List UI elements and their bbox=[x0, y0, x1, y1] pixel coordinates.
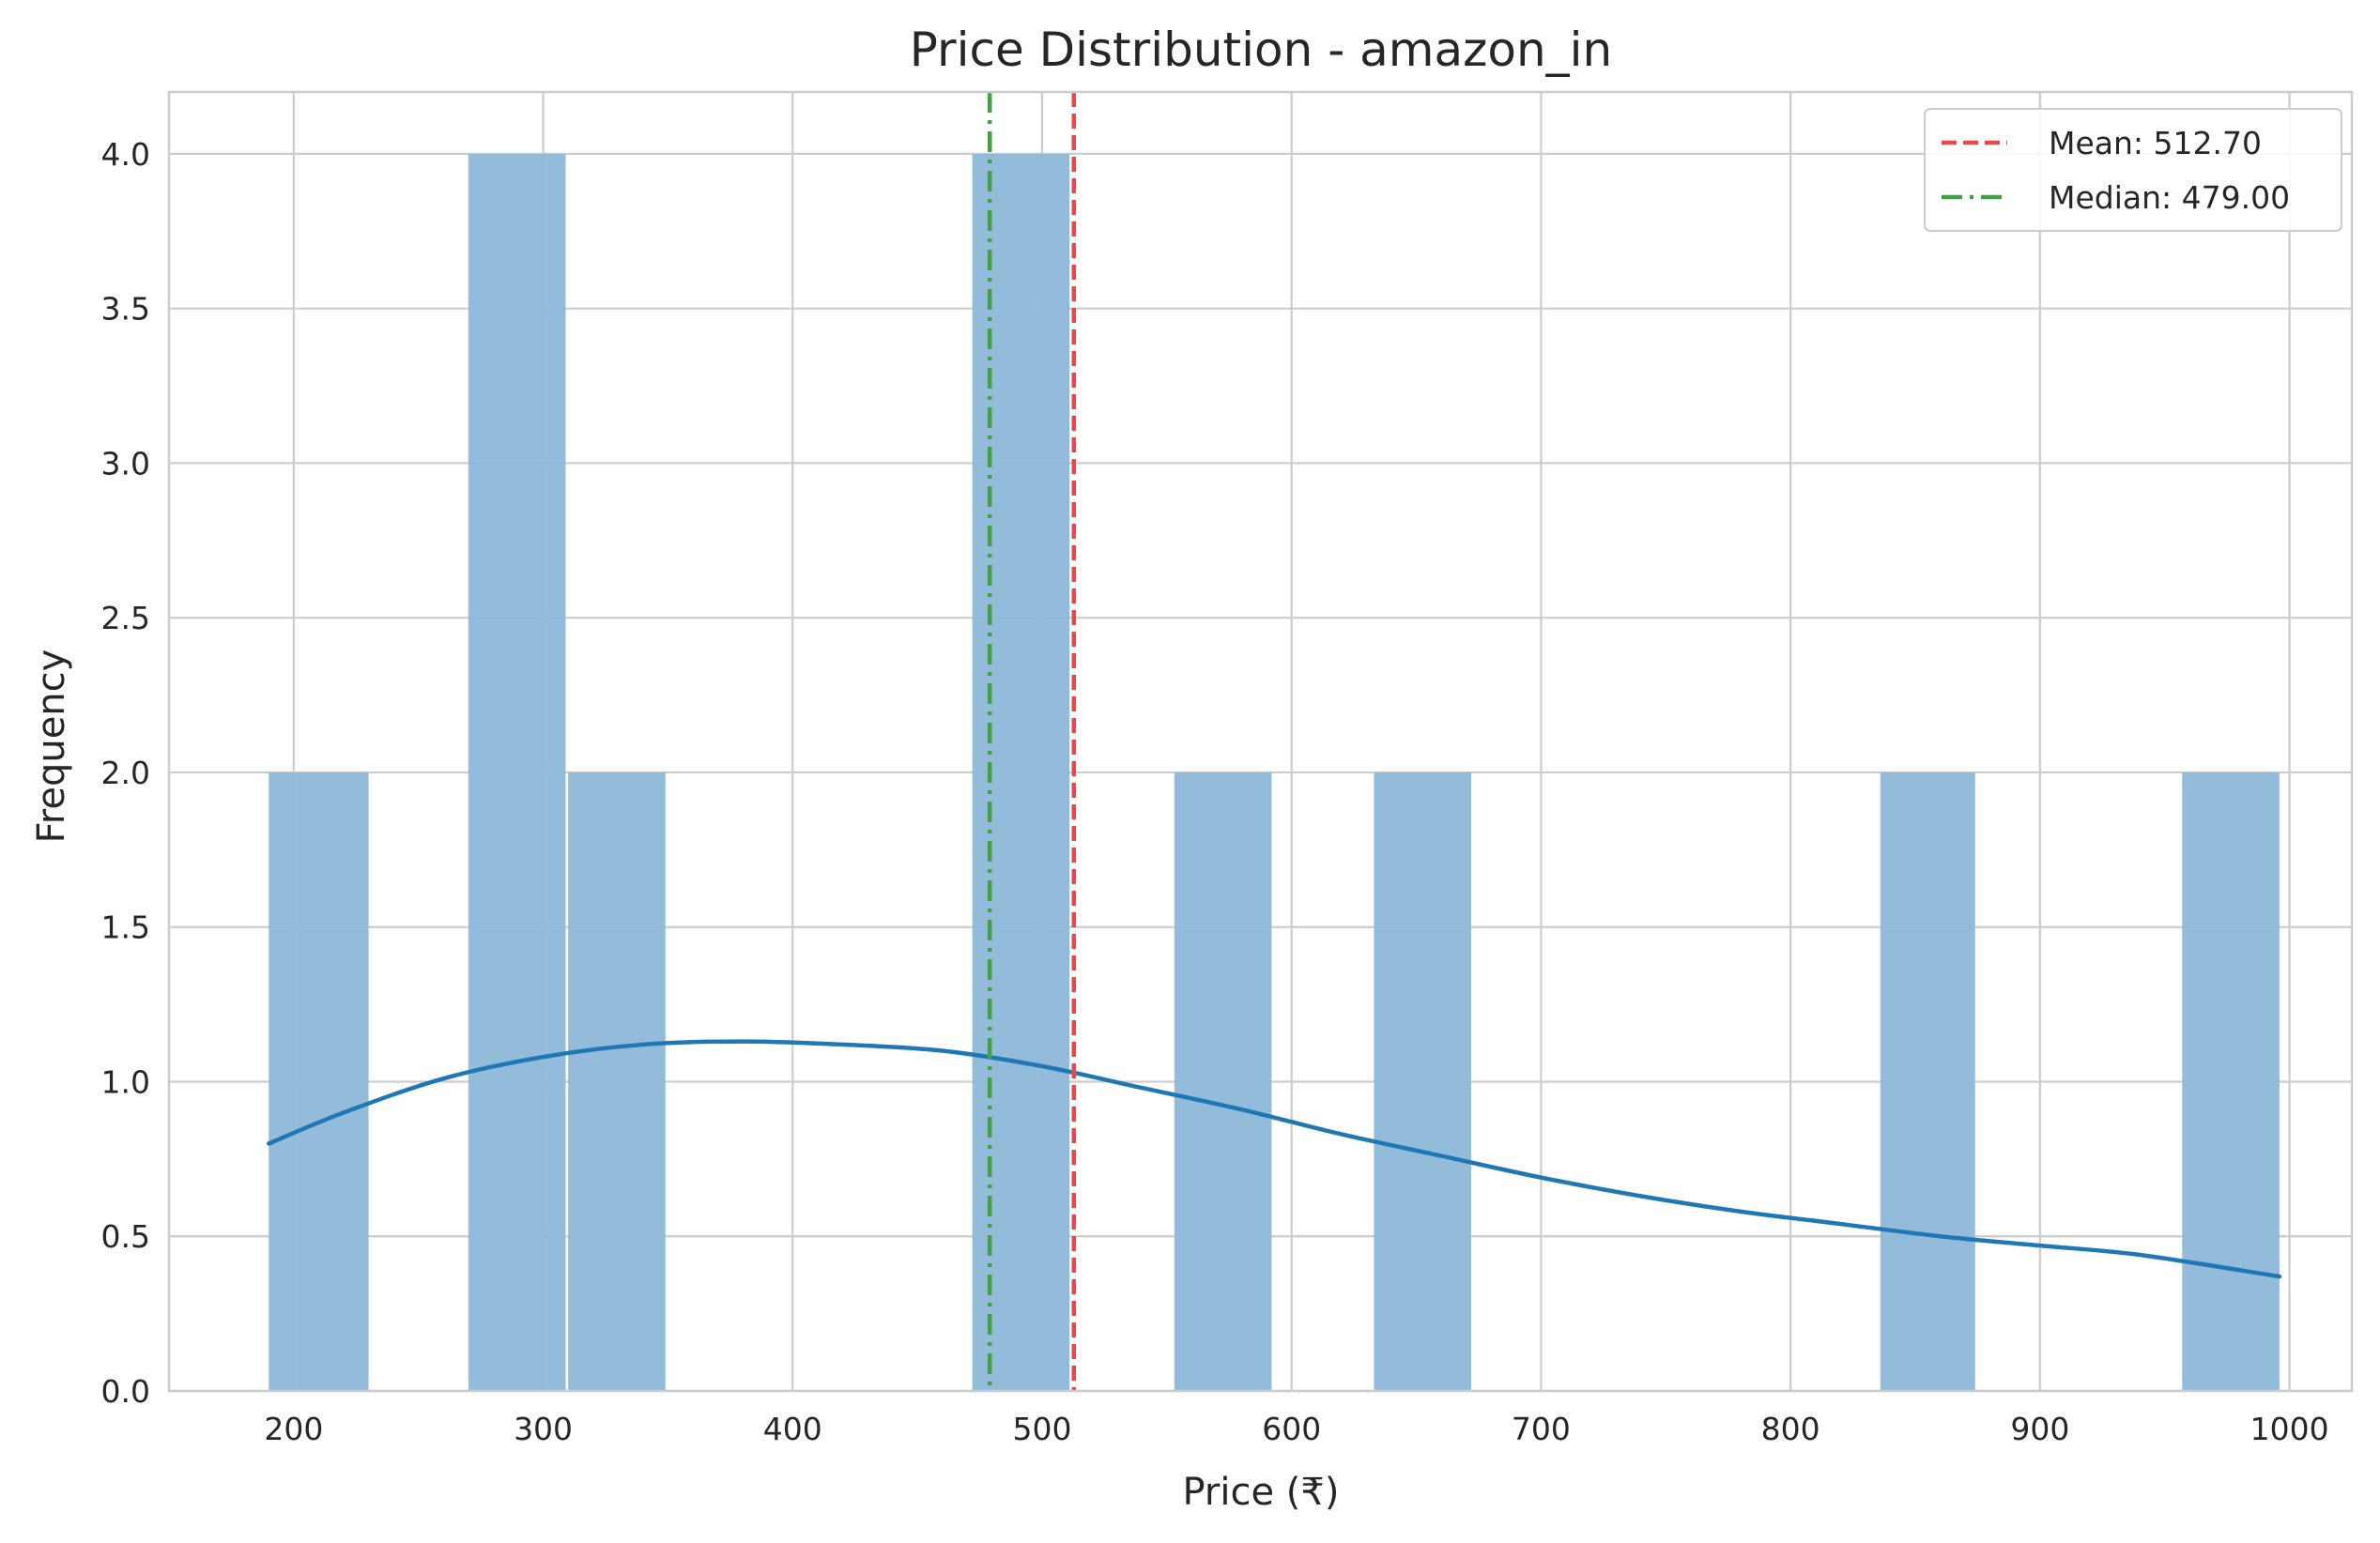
axes-spines bbox=[167, 90, 2354, 1393]
y-tick-label: 1.5 bbox=[101, 909, 150, 946]
legend: Mean: 512.70 Median: 479.00 bbox=[1924, 108, 2342, 232]
x-axis-label: Price (₹) bbox=[1183, 1471, 1340, 1514]
reference-lines bbox=[987, 92, 1076, 1391]
histogram-bar bbox=[1880, 772, 1975, 1391]
histogram-bar bbox=[2182, 772, 2280, 1391]
x-tick-label: 1000 bbox=[2250, 1411, 2329, 1447]
y-tick-label: 4.0 bbox=[101, 136, 150, 173]
x-tick-label: 400 bbox=[763, 1411, 822, 1447]
x-tick-label: 700 bbox=[1512, 1411, 1571, 1447]
histogram-bar bbox=[1374, 772, 1472, 1391]
y-tick-label: 2.5 bbox=[101, 600, 150, 636]
histogram-bar bbox=[468, 153, 566, 1391]
kde-line bbox=[267, 1039, 2282, 1279]
legend-box bbox=[1924, 108, 2342, 232]
y-tick-label: 0.5 bbox=[101, 1218, 150, 1255]
plot-frame bbox=[167, 90, 2354, 1393]
y-tick-label: 2.0 bbox=[101, 755, 150, 791]
histogram-bar bbox=[1174, 772, 1272, 1391]
x-tick-label: 600 bbox=[1262, 1411, 1321, 1447]
legend-mean-label: Mean: 512.70 bbox=[2049, 125, 2262, 161]
y-tick-label: 0.0 bbox=[101, 1373, 150, 1410]
kde-curve bbox=[267, 1039, 2282, 1279]
y-tick-label: 1.0 bbox=[101, 1063, 150, 1100]
histogram-bar bbox=[972, 153, 1070, 1391]
x-tick-label: 300 bbox=[514, 1411, 573, 1447]
y-axis-label: Frequency bbox=[30, 649, 73, 844]
chart-title: Price Distribution - amazon_in bbox=[910, 23, 1613, 77]
x-tick-label: 500 bbox=[1013, 1411, 1072, 1447]
tick-labels: 200 300 400 500 600 700 800 900 1000 0.0 0.5 1.0 1.5… bbox=[101, 136, 2329, 1447]
histogram-bar bbox=[269, 772, 369, 1391]
histogram-bar bbox=[568, 772, 666, 1391]
y-tick-label: 3.5 bbox=[101, 291, 150, 328]
x-tick-label: 900 bbox=[2010, 1411, 2069, 1447]
y-tick-label: 3.0 bbox=[101, 445, 150, 481]
x-tick-label: 800 bbox=[1761, 1411, 1820, 1447]
legend-median-label: Median: 479.00 bbox=[2049, 179, 2290, 216]
x-tick-label: 200 bbox=[264, 1411, 323, 1447]
